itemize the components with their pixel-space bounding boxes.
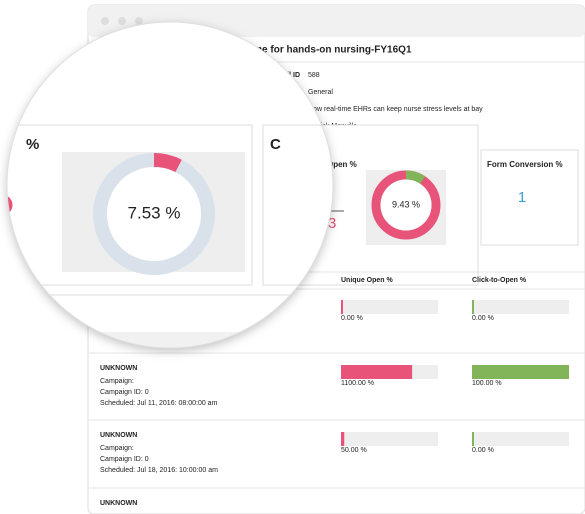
bar-track [472,300,569,314]
bar-track [341,432,438,446]
bar-edge [472,432,474,446]
bar-label: 100.00 % [472,380,502,387]
row-detail: Campaign ID: 0 [100,456,149,463]
card-title: Form Conversion % [487,160,563,169]
donut-segment [153,153,182,173]
row-detail: Campaign: [100,378,134,385]
field-value: 588 [308,72,320,79]
row-name: UNKNOWN [100,500,137,507]
mag-section: mance [20,305,68,322]
bar-label: 1100.00 % [341,380,374,387]
bar-track [341,300,438,314]
bar [341,365,413,379]
bar-track [472,432,569,446]
row-detail: Campaign ID: 0 [100,389,149,396]
column-header: Click-to-Open % [472,277,527,284]
row-detail: Scheduled: Jul 18, 2016: 10:00:00 am [100,467,218,474]
column-header: Unique Open % [341,277,394,284]
card [480,149,579,246]
row-name: UNKNOWN [100,432,137,439]
field-value: How real-time EHRs can keep nurse stress… [308,106,483,113]
donut-hole [107,167,201,261]
bar-edge [472,300,474,314]
window-dot[interactable] [118,17,126,25]
bar-edge [472,365,474,379]
donut-hole [380,179,432,231]
donut-label: 7.53 % [128,203,181,222]
field-value: General [308,89,333,96]
bar [472,365,569,379]
bar-label: 50.00 % [341,447,367,454]
bar-edge [341,365,343,379]
mag-partial-mark [7,194,13,216]
mag-card-heading: C [270,136,281,153]
window-dot[interactable] [101,17,109,25]
donut-label: 9.43 % [392,199,420,209]
window-dot[interactable] [135,17,143,25]
bar-edge [341,300,343,314]
bar-label: 0.00 % [472,447,494,454]
row-detail: Campaign: [100,445,134,452]
row-detail: Scheduled: Jul 11, 2016: 08:00:00 am [100,400,218,407]
bar-label: 0.00 % [341,315,363,322]
bar-edge [341,432,343,446]
bar-label: 0.00 % [472,315,494,322]
mag-heading: % [26,136,39,153]
row-name: UNKNOWN [100,365,137,372]
donut-segment [405,170,426,185]
card-value: 1 [518,189,526,206]
